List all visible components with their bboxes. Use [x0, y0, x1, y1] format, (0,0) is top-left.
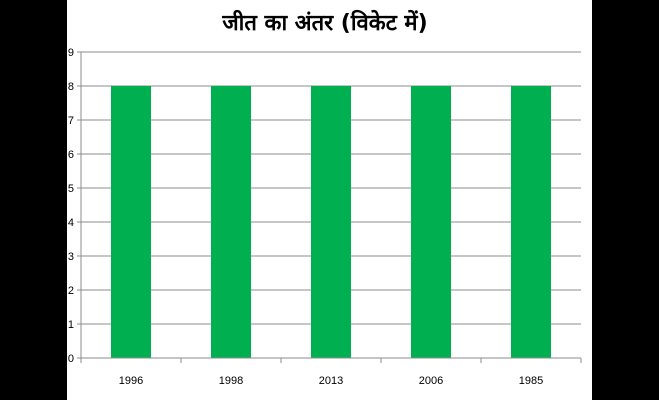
bar-2006 [411, 86, 451, 358]
x-tick-label: 2013 [319, 375, 343, 387]
bar-1996 [111, 86, 151, 358]
y-tick-label: 0 [68, 353, 74, 365]
bar-2013 [311, 86, 351, 358]
chart-panel: जीत का अंतर (विकेट में) 0 1 2 3 4 5 6 7 8 9 1996 19… [67, 0, 592, 400]
y-tick-label: 5 [68, 183, 74, 195]
y-tick-label: 4 [68, 217, 74, 229]
bar-1985 [511, 86, 551, 358]
chart-title: जीत का अंतर (विकेट में) [221, 9, 427, 36]
bar-chart: जीत का अंतर (विकेट में) 0 1 2 3 4 5 6 7 8 9 1996 19… [68, 9, 582, 387]
y-tick-label: 2 [68, 285, 74, 297]
y-tick-label: 8 [68, 81, 74, 93]
y-tick-label: 6 [68, 149, 74, 161]
axis-layer: 0 1 2 3 4 5 6 7 8 9 1996 1998 2013 2006 1985 [68, 47, 582, 387]
y-tick-label: 3 [68, 251, 74, 263]
bar-layer [111, 86, 551, 358]
y-tick-label: 9 [68, 47, 74, 59]
y-tick-label: 7 [68, 115, 74, 127]
x-tick-label: 1985 [519, 375, 543, 387]
x-tick-label: 1996 [119, 375, 143, 387]
bar-1998 [211, 86, 251, 358]
x-tick-label: 2006 [419, 375, 443, 387]
y-tick-label: 1 [68, 319, 74, 331]
x-tick-label: 1998 [219, 375, 243, 387]
